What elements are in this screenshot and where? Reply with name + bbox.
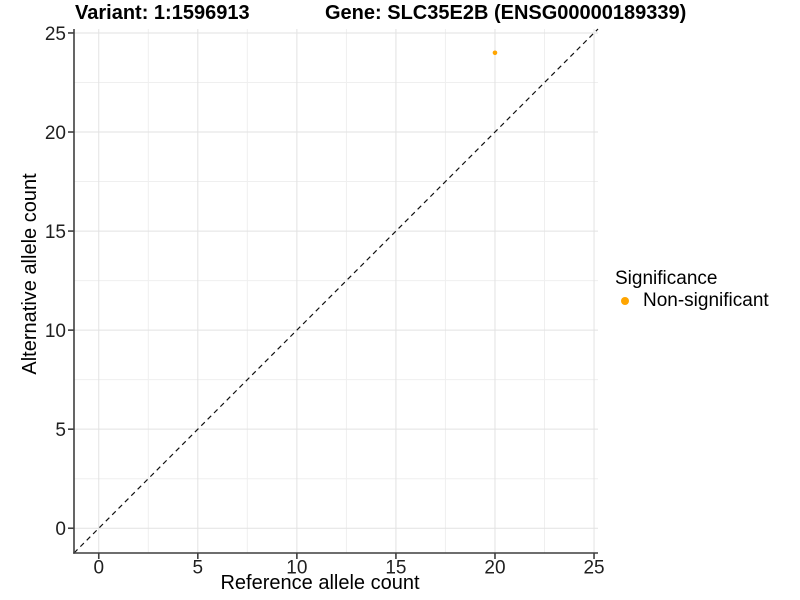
plot-title-gene: Gene: SLC35E2B (ENSG00000189339)	[325, 2, 687, 24]
identity-line-layer	[73, 28, 599, 554]
legend: Significance Non-significant	[615, 269, 769, 310]
y-tick-label: 20	[45, 123, 66, 144]
x-tick-label: 20	[484, 558, 505, 579]
identity-dashed-line	[73, 28, 599, 554]
y-axis-title: Alternative allele count	[19, 173, 41, 375]
legend-title: Significance	[615, 268, 718, 289]
x-axis-title: Reference allele count	[220, 572, 419, 594]
y-tick-label: 15	[45, 222, 66, 243]
plot-title-variant: Variant: 1:1596913	[75, 2, 250, 24]
legend-item-label: Non-significant	[643, 290, 769, 311]
x-tick-label: 10	[286, 558, 307, 579]
legend-item-non-significant: Non-significant	[621, 291, 769, 310]
y-tick-label: 10	[45, 321, 66, 342]
y-tick-label: 5	[55, 420, 66, 441]
axis-layer: 0 5 10 15 20 25 0 5 10 15 20 25	[45, 24, 605, 579]
x-tick-label: 5	[193, 558, 204, 579]
x-tick-label: 15	[385, 558, 406, 579]
data-points-layer	[492, 50, 498, 56]
data-point	[492, 50, 498, 56]
grid-layer	[74, 29, 598, 553]
x-tick-label: 0	[93, 558, 104, 579]
y-tick-label: 0	[55, 519, 66, 540]
y-tick-label: 25	[45, 24, 66, 45]
legend-point-icon	[621, 296, 629, 305]
x-tick-label: 25	[583, 558, 604, 579]
